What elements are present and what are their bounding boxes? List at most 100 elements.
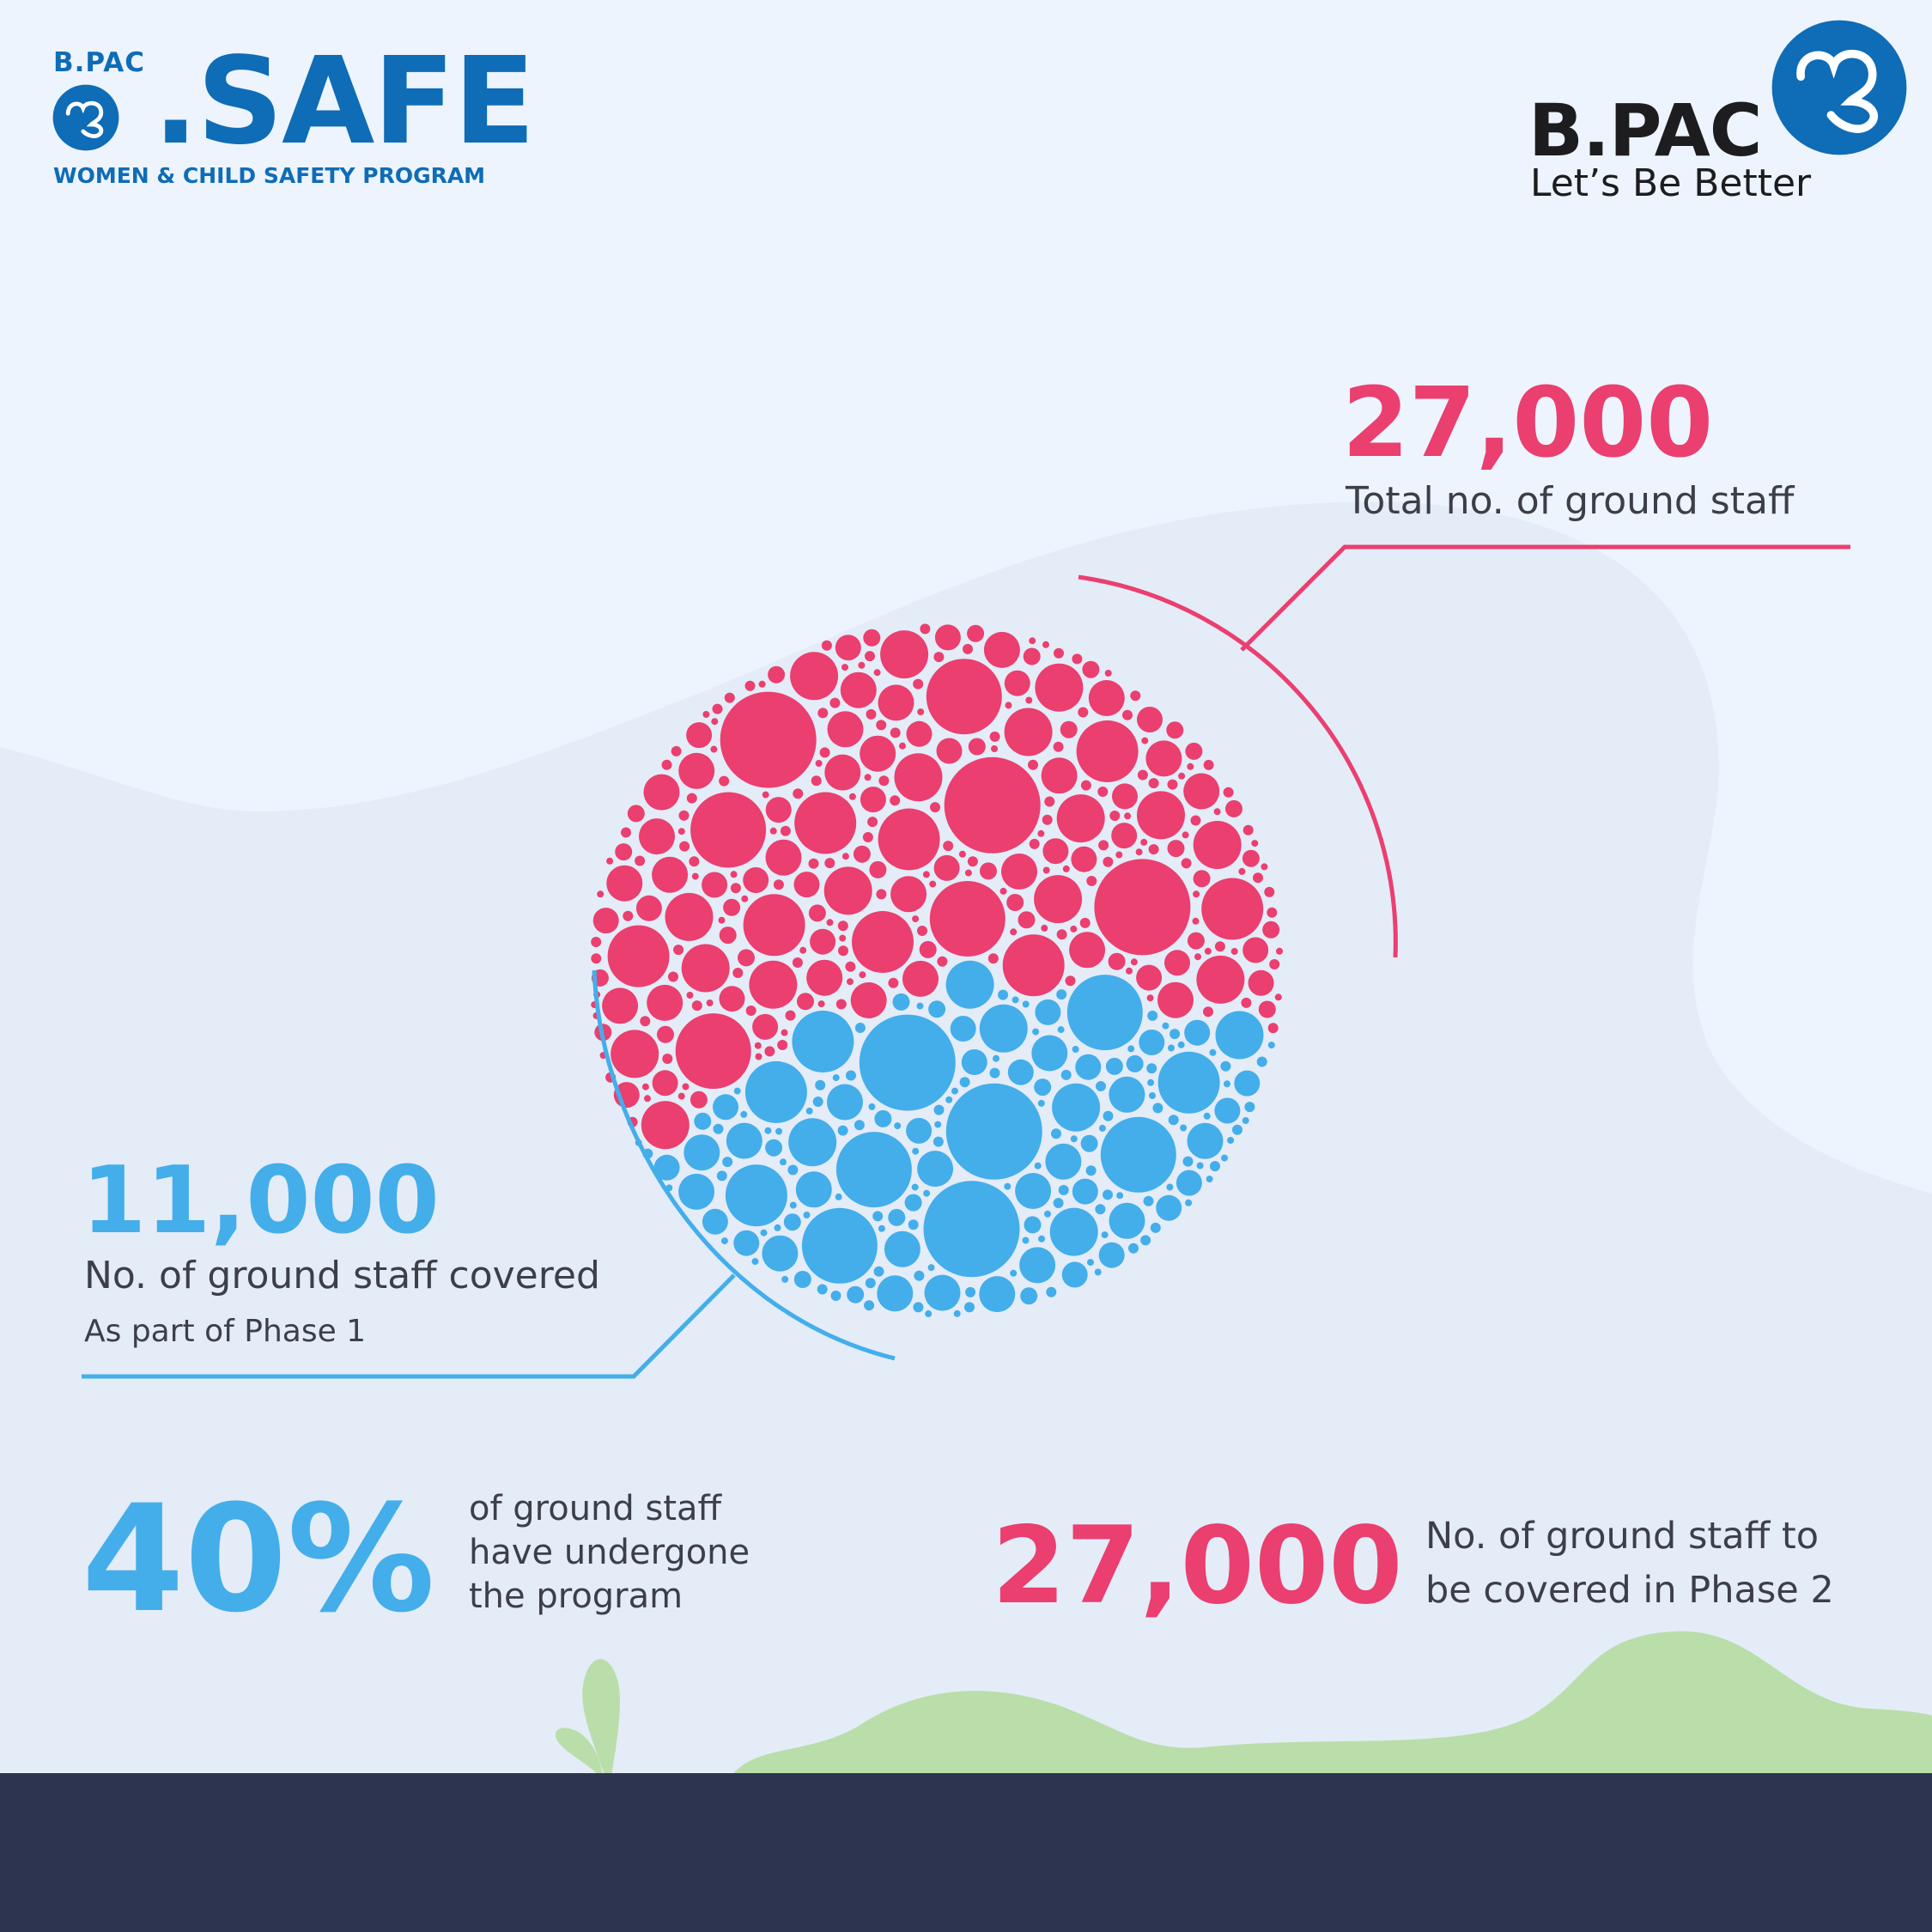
- covered-staff-bubble: [1109, 1076, 1145, 1113]
- total-staff-bubble: [1130, 690, 1141, 702]
- covered-staff-bubble: [787, 1164, 799, 1176]
- total-staff-bubble: [1071, 846, 1097, 872]
- covered-staff-bubble: [1267, 1042, 1275, 1049]
- covered-staff-bubble: [1210, 1161, 1220, 1172]
- total-staff-bubble: [1146, 994, 1154, 1002]
- covered-staff-bubble: [945, 1096, 953, 1103]
- covered-staff-bubble: [916, 1002, 924, 1010]
- bpac-safe-logo: B.PAC .SAFE WOMEN & CHILD SAFETY PROGRAM: [52, 42, 536, 193]
- total-staff-bubble: [912, 915, 920, 923]
- covered-staff-bubble: [1180, 1124, 1188, 1132]
- total-staff-bubble: [964, 869, 972, 877]
- covered-staff-bubble: [653, 1154, 680, 1181]
- covered-staff-bubble: [1034, 1078, 1052, 1097]
- covered-staff-bubble: [760, 1229, 768, 1236]
- covered-staff-bubble: [979, 1004, 1028, 1053]
- total-staff-bubble: [592, 908, 619, 934]
- covered-staff-bubble: [1049, 1207, 1098, 1256]
- total-staff-bubble: [1167, 840, 1185, 858]
- covered-staff-bubble: [1166, 1183, 1174, 1191]
- covered-staff-bubble: [1176, 1170, 1202, 1196]
- total-staff-bubble: [1006, 894, 1024, 911]
- covered-staff-bubble: [683, 1134, 720, 1171]
- total-staff-bubble: [1028, 759, 1038, 770]
- total-staff-bubble: [764, 1046, 775, 1057]
- total-staff-bubble: [890, 795, 901, 806]
- total-staff-bubble: [690, 1091, 708, 1109]
- total-staff-bubble: [741, 895, 749, 902]
- covered-staff-bubble: [1227, 1137, 1235, 1144]
- total-staff-bubble: [1042, 814, 1053, 825]
- total-staff-bubble: [920, 623, 931, 635]
- total-staff-bubble: [806, 959, 843, 996]
- total-staff-bubble: [1242, 937, 1269, 963]
- covered-staff-label: No. of ground staff covered: [84, 1254, 600, 1297]
- total-staff-bubble: [1267, 907, 1278, 918]
- covered-staff-bubble: [801, 1207, 878, 1284]
- covered-staff-bubble: [1022, 1236, 1030, 1244]
- total-staff-bubble: [793, 788, 804, 799]
- covered-staff-bubble: [762, 1235, 799, 1272]
- total-staff-bubble: [755, 1053, 762, 1060]
- total-staff-bubble: [681, 944, 730, 993]
- covered-staff-bubble: [933, 1136, 944, 1147]
- total-staff-bubble: [1044, 796, 1055, 807]
- covered-staff-bubble: [1031, 1035, 1068, 1072]
- total-staff-bubble: [1193, 890, 1200, 898]
- covered-staff-bubble: [933, 1104, 945, 1115]
- covered-staff-bubble: [964, 1302, 975, 1313]
- total-staff-bubble: [1167, 779, 1178, 790]
- total-staff-bubble: [817, 1000, 825, 1008]
- total-staff-bubble: [1001, 854, 1037, 890]
- covered-staff-bubble: [1168, 1115, 1179, 1126]
- total-staff-bubble: [1248, 969, 1274, 996]
- total-staff-bubble: [1262, 920, 1280, 939]
- covered-staff-bubble: [998, 989, 1009, 1000]
- covered-arc: [592, 969, 896, 1361]
- total-staff-bubble: [980, 862, 997, 880]
- total-staff-bubble: [1193, 870, 1211, 888]
- covered-staff-bubble: [1046, 1286, 1057, 1297]
- covered-staff-bubble: [1038, 1235, 1045, 1242]
- total-staff-bubble: [1140, 838, 1148, 846]
- total-staff-bubble: [967, 624, 985, 642]
- total-staff-bubble: [743, 894, 805, 957]
- total-staff-bubble: [878, 684, 914, 721]
- covered-staff-bubble: [1220, 1060, 1231, 1072]
- total-staff-bubble: [878, 775, 890, 787]
- total-staff-bubble: [1082, 660, 1100, 678]
- covered-staff-bubble: [865, 1278, 876, 1289]
- covered-staff-bubble: [1147, 1010, 1158, 1021]
- covered-staff-bubble: [1051, 1128, 1061, 1139]
- total-staff-bubble: [859, 971, 866, 979]
- total-staff-bubble: [621, 827, 631, 838]
- total-staff-bubble: [639, 818, 675, 855]
- covered-staff-bubble: [832, 1074, 840, 1082]
- total-staff-bubble: [967, 856, 978, 867]
- covered-staff-bubble: [792, 1011, 854, 1072]
- total-staff-bubble: [732, 968, 744, 978]
- total-staff-bubble: [691, 1000, 702, 1012]
- covered-staff-bubble: [1035, 999, 1061, 1025]
- covered-staff-bubble: [1052, 1083, 1101, 1132]
- total-staff-bubble: [738, 949, 755, 967]
- covered-staff-bubble: [1072, 1046, 1079, 1053]
- covered-staff-bubble: [1196, 1162, 1204, 1170]
- total-staff-bubble: [1097, 787, 1109, 797]
- total-staff-bubble: [936, 738, 963, 764]
- total-staff-bubble: [1157, 981, 1194, 1018]
- total-staff-bubble: [1072, 653, 1083, 665]
- total-staff-bubble: [1069, 932, 1106, 969]
- total-staff-bubble: [662, 1054, 673, 1064]
- total-staff-bubble: [1192, 917, 1200, 925]
- total-staff-bubble: [860, 787, 886, 813]
- total-staff-bubble: [1166, 721, 1184, 739]
- total-staff-bubble: [1078, 707, 1089, 718]
- covered-staff-bubble: [951, 1087, 958, 1095]
- total-staff-bubble: [899, 742, 906, 750]
- total-staff-bubble: [606, 865, 643, 902]
- total-staff-bubble: [1018, 911, 1036, 929]
- total-staff-bubble: [1193, 821, 1242, 869]
- phase2-value: 27,000: [992, 1504, 1403, 1628]
